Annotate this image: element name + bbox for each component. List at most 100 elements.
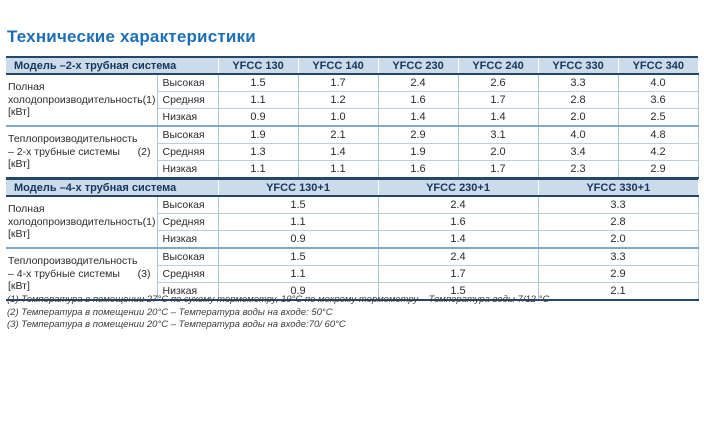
column-header-yfcc230p1: YFCC 230+1 (377, 179, 539, 197)
table-row: Теплопроизводительность – 2-х трубные си… (6, 125, 699, 178)
value-cell: 1.9 (217, 125, 299, 144)
row-group-label: Теплопроизводительность – 2-х трубные си… (8, 133, 138, 171)
fan-speed-label: Высокая (156, 125, 219, 144)
footnote-ref: (1) (142, 94, 156, 106)
value-cell: 1.6 (377, 91, 459, 109)
value-cell: 1.5 (217, 196, 379, 214)
value-cell: 0.9 (217, 230, 379, 248)
row-group-label: Полная холодопроизводительность [кВт] (8, 81, 143, 119)
value-cell: 4.0 (617, 74, 699, 92)
table-row: Низкая 0.9 1.5 2.1 (6, 282, 699, 300)
footnote-1: (1) Температура в помещении 27°C по сухо… (7, 294, 550, 305)
fan-speed-label: Низкая (156, 230, 219, 248)
column-header-yfcc230: YFCC 230 (377, 57, 459, 75)
table-row: Средняя 1.1 1.7 2.9 (6, 265, 699, 283)
row-group-label-cell: Теплопроизводительность – 2-х трубные си… (6, 125, 157, 178)
row-group-label: Теплопроизводительность – 4-х трубные си… (8, 255, 138, 293)
value-cell: 2.1 (537, 282, 699, 300)
value-cell: 4.8 (617, 125, 699, 144)
value-cell: 2.8 (537, 91, 619, 109)
value-cell: 2.0 (537, 108, 619, 126)
value-cell: 3.3 (537, 74, 619, 92)
value-cell: 2.1 (297, 125, 379, 144)
footnote-2: (2) Температура в помещении 20°C – Темпе… (7, 306, 333, 318)
value-cell: 4.0 (537, 125, 619, 144)
fan-speed-label: Средняя (156, 265, 219, 283)
value-cell: 3.3 (537, 196, 699, 214)
value-cell: 1.7 (457, 160, 539, 178)
value-cell: 1.1 (217, 213, 379, 231)
value-cell: 1.4 (297, 143, 379, 161)
value-cell: 1.0 (297, 108, 379, 126)
value-cell: 0.9 (217, 282, 379, 300)
value-cell: 1.9 (377, 143, 459, 161)
value-cell: 2.4 (377, 196, 539, 214)
value-cell: 1.5 (217, 74, 299, 92)
value-cell: 2.6 (457, 74, 539, 92)
fan-speed-label: Низкая (156, 160, 219, 178)
value-cell: 2.4 (377, 74, 459, 92)
value-cell: 1.5 (377, 282, 539, 300)
value-cell: 1.7 (297, 74, 379, 92)
table-row: Низкая 1.1 1.1 1.6 1.7 2.3 2.9 (6, 160, 699, 178)
page-title: Технические характеристики (7, 27, 256, 46)
value-cell: 2.9 (617, 160, 699, 178)
row-group-label-cell: Полная холодопроизводительность [кВт] (1… (6, 196, 157, 248)
table-row: Низкая 0.9 1.0 1.4 1.4 2.0 2.5 (6, 108, 699, 126)
value-cell: 3.4 (537, 143, 619, 161)
value-cell: 4.2 (617, 143, 699, 161)
fan-speed-label: Низкая (156, 108, 219, 126)
value-cell: 1.1 (297, 160, 379, 178)
model-header-label: Модель –4-х трубная система (6, 179, 219, 197)
model-header-label: Модель –2-х трубная система (6, 57, 219, 75)
row-group-label: Полная холодопроизводительность [кВт] (8, 203, 143, 241)
table-row: Полная холодопроизводительность [кВт] (1… (6, 74, 699, 118)
table-row: Теплопроизводительность – 4-х трубные си… (6, 247, 699, 300)
value-cell: 1.7 (377, 265, 539, 283)
value-cell: 1.4 (457, 108, 539, 126)
column-header-yfcc240: YFCC 240 (457, 57, 539, 75)
value-cell: 1.4 (377, 230, 539, 248)
value-cell: 2.8 (537, 213, 699, 231)
value-cell: 0.9 (217, 108, 299, 126)
value-cell: 1.7 (457, 91, 539, 109)
table-row: Полная холодопроизводительность [кВт] (1… (6, 196, 699, 240)
value-cell: 2.3 (537, 160, 619, 178)
footnote-ref: (1) (142, 216, 156, 228)
value-cell: 2.9 (537, 265, 699, 283)
value-cell: 3.3 (537, 247, 699, 266)
value-cell: 2.9 (377, 125, 459, 144)
row-group-label-cell: Теплопроизводительность – 4-х трубные си… (6, 247, 157, 300)
value-cell: 1.5 (217, 247, 379, 266)
table-header-row: Модель –4-х трубная система YFCC 130+1 Y… (6, 179, 699, 197)
value-cell: 1.6 (377, 213, 539, 231)
fan-speed-label: Низкая (156, 282, 219, 300)
table-row: Средняя 1.1 1.6 2.8 (6, 213, 699, 231)
fan-speed-label: Высокая (156, 247, 219, 266)
value-cell: 3.6 (617, 91, 699, 109)
value-cell: 2.0 (457, 143, 539, 161)
column-header-yfcc140: YFCC 140 (297, 57, 379, 75)
value-cell: 1.2 (297, 91, 379, 109)
value-cell: 1.3 (217, 143, 299, 161)
fan-speed-label: Высокая (156, 74, 219, 92)
fan-speed-label: Средняя (156, 91, 219, 109)
table-row: Низкая 0.9 1.4 2.0 (6, 230, 699, 248)
fan-speed-label: Высокая (156, 196, 219, 214)
value-cell: 2.4 (377, 247, 539, 266)
table-header-row: Модель –2-х трубная система YFCC 130 YFC… (6, 57, 699, 75)
value-cell: 3.1 (457, 125, 539, 144)
footnote-ref: (3) (137, 268, 151, 280)
footnote-3: (3) Температура в помещении 20°C – Темпе… (7, 319, 346, 330)
table-row: Средняя 1.3 1.4 1.9 2.0 3.4 4.2 (6, 143, 699, 161)
value-cell: 2.5 (617, 108, 699, 126)
column-header-yfcc130: YFCC 130 (217, 57, 299, 75)
fan-speed-label: Средняя (156, 143, 219, 161)
value-cell: 1.1 (217, 91, 299, 109)
value-cell: 1.1 (217, 265, 379, 283)
row-group-label-cell: Полная холодопроизводительность [кВт] (1… (6, 74, 157, 126)
two-pipe-system-table: Модель –2-х трубная система YFCC 130 YFC… (6, 56, 699, 179)
value-cell: 2.0 (537, 230, 699, 248)
footnote-ref: (2) (137, 146, 151, 158)
